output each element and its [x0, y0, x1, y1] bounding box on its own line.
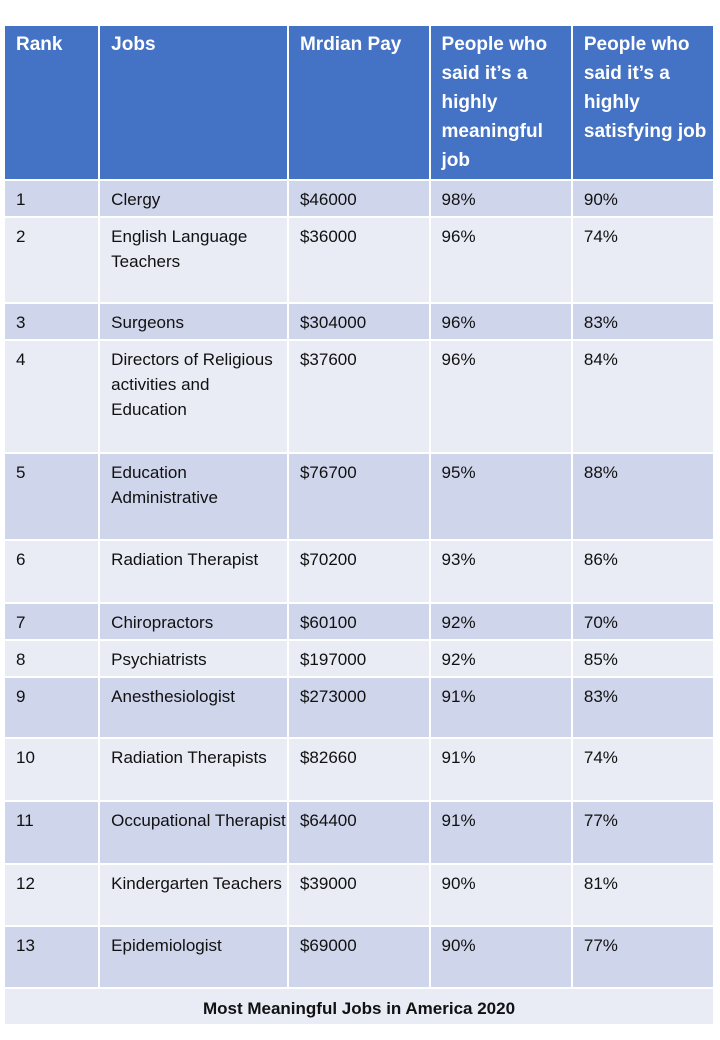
table-cell: 3: [5, 304, 99, 339]
table-cell: Clergy: [100, 181, 287, 216]
table-cell: $82660: [288, 739, 429, 800]
table-row: 4 Directors of Religious activities and E…: [5, 341, 713, 452]
table-cell: 74%: [572, 739, 713, 800]
table-cell: Kindergarten Teachers: [100, 865, 287, 925]
table-cell: Surgeons: [100, 304, 287, 339]
table-cell: 11: [5, 802, 99, 863]
table-cell: 96%: [430, 304, 571, 339]
table-cell: 74%: [572, 218, 713, 302]
table-cell: 96%: [430, 341, 571, 452]
table-cell: Psychiatrists: [100, 641, 287, 676]
table-cell: 90%: [572, 181, 713, 216]
table-cell: Radiation Therapists: [100, 739, 287, 800]
table-cell: $39000: [288, 865, 429, 925]
table-cell: 86%: [572, 541, 713, 602]
table-cell: $36000: [288, 218, 429, 302]
table-row: 3 Surgeons $304000 96% 83%: [5, 304, 713, 339]
table-cell: 4: [5, 341, 99, 452]
table-cell: 83%: [572, 678, 713, 737]
table-cell: $69000: [288, 927, 429, 987]
table-row: 5 Education Administrative $76700 95% 88%: [5, 454, 713, 539]
table-cell: 2: [5, 218, 99, 302]
table-cell: 90%: [430, 927, 571, 987]
table-cell: 92%: [430, 604, 571, 639]
table-cell: 1: [5, 181, 99, 216]
table-cell: $46000: [288, 181, 429, 216]
table-cell: 85%: [572, 641, 713, 676]
header-row: Rank Jobs Mrdian Pay People who said it’s a…: [5, 26, 713, 179]
table-cell: 12: [5, 865, 99, 925]
table-cell: 92%: [430, 641, 571, 676]
table-cell: 98%: [430, 181, 571, 216]
table-row: 6 Radiation Therapist $70200 93% 86%: [5, 541, 713, 602]
table-cell: 70%: [572, 604, 713, 639]
table-cell: 10: [5, 739, 99, 800]
table-cell: $273000: [288, 678, 429, 737]
table-cell: Education Administrative: [100, 454, 287, 539]
table-cell: 5: [5, 454, 99, 539]
jobs-table: Rank Jobs Mrdian Pay People who said it’s a…: [3, 24, 715, 1026]
table-row: 2 English Language Teachers $36000 96% 74%: [5, 218, 713, 302]
table-cell: 90%: [430, 865, 571, 925]
table-cell: English Language Teachers: [100, 218, 287, 302]
table-cell: 91%: [430, 678, 571, 737]
table-cell: 7: [5, 604, 99, 639]
footer-row: Most Meaningful Jobs in America 2020: [5, 989, 713, 1024]
table-cell: 91%: [430, 802, 571, 863]
table-cell: 83%: [572, 304, 713, 339]
table-cell: 77%: [572, 927, 713, 987]
table-cell: 88%: [572, 454, 713, 539]
table-title: Most Meaningful Jobs in America 2020: [5, 989, 713, 1024]
table-row: 9 Anesthesiologist $273000 91% 83%: [5, 678, 713, 737]
table-cell: 9: [5, 678, 99, 737]
table-row: 7 Chiropractors $60100 92% 70%: [5, 604, 713, 639]
table-cell: 96%: [430, 218, 571, 302]
table-cell: $76700: [288, 454, 429, 539]
table-cell: 13: [5, 927, 99, 987]
table-row: 8 Psychiatrists $197000 92% 85%: [5, 641, 713, 676]
table-row: 13 Epidemiologist $69000 90% 77%: [5, 927, 713, 987]
table-cell: $70200: [288, 541, 429, 602]
table-cell: Occupational Therapist: [100, 802, 287, 863]
table-cell: Anesthesiologist: [100, 678, 287, 737]
table-cell: $60100: [288, 604, 429, 639]
table-cell: $37600: [288, 341, 429, 452]
table-cell: 77%: [572, 802, 713, 863]
table-row: 10 Radiation Therapists $82660 91% 74%: [5, 739, 713, 800]
table-cell: 84%: [572, 341, 713, 452]
column-header: People who said it’s a highly meaningful…: [430, 26, 571, 179]
column-header: Rank: [5, 26, 99, 179]
table-cell: $64400: [288, 802, 429, 863]
column-header: Mrdian Pay: [288, 26, 429, 179]
table-cell: $304000: [288, 304, 429, 339]
table-cell: Directors of Religious activities and Ed…: [100, 341, 287, 452]
table-cell: 91%: [430, 739, 571, 800]
table-row: 11 Occupational Therapist $64400 91% 77%: [5, 802, 713, 863]
column-header: People who said it’s a highly satisfying…: [572, 26, 713, 179]
table-cell: 6: [5, 541, 99, 602]
table-cell: 93%: [430, 541, 571, 602]
table-cell: Epidemiologist: [100, 927, 287, 987]
table-cell: Chiropractors: [100, 604, 287, 639]
table-row: 1 Clergy $46000 98% 90%: [5, 181, 713, 216]
table-cell: 81%: [572, 865, 713, 925]
table-row: 12 Kindergarten Teachers $39000 90% 81%: [5, 865, 713, 925]
table-cell: 8: [5, 641, 99, 676]
column-header: Jobs: [100, 26, 287, 179]
table-cell: Radiation Therapist: [100, 541, 287, 602]
table-cell: $197000: [288, 641, 429, 676]
table-cell: 95%: [430, 454, 571, 539]
